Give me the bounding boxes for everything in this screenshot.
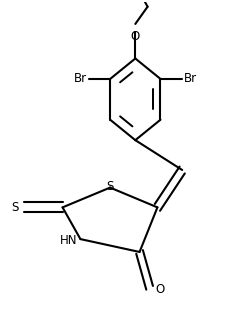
Text: O: O: [130, 30, 139, 43]
Text: Br: Br: [183, 73, 196, 86]
Text: HN: HN: [60, 234, 77, 247]
Text: S: S: [11, 201, 18, 214]
Text: Br: Br: [74, 73, 87, 86]
Text: S: S: [106, 180, 113, 193]
Text: O: O: [155, 283, 164, 296]
